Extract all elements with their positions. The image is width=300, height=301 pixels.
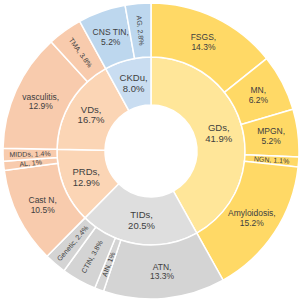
data-label: CNS TIN,5.2%	[93, 27, 129, 46]
data-label-line: VDs,	[81, 104, 102, 115]
data-label: CTIN, 3.8%	[80, 239, 104, 274]
data-label: VDs,16.7%	[78, 104, 105, 125]
data-label: GDs,41.9%	[205, 122, 232, 143]
data-label-line: 15.2%	[240, 218, 265, 228]
data-label-line: 5.2%	[101, 37, 121, 47]
data-label: ATN,13.3%	[150, 262, 175, 281]
data-label: Genetic, 2.4%	[56, 224, 90, 262]
data-label-line: CKDu,	[120, 72, 148, 83]
data-label: TIDs,20.5%	[128, 209, 155, 230]
data-label-line: 16.7%	[78, 114, 105, 125]
data-label: CKDu,8.0%	[120, 72, 148, 93]
data-label-line: 10.5%	[31, 205, 56, 215]
data-label: AL, 1%	[19, 158, 42, 167]
data-label: PRDs,12.9%	[72, 166, 100, 187]
data-label-line: 41.9%	[205, 133, 232, 144]
data-label: vasculitis,12.9%	[22, 92, 59, 111]
sunburst: GDs,41.9% FSGS,14.3% MN,6.2% MPGN,5.2% NGN, …	[3, 3, 299, 299]
outer-slice	[125, 3, 151, 58]
data-label: MPGN,5.2%	[257, 126, 285, 145]
data-label: Cast N,10.5%	[29, 195, 57, 214]
data-label: NGN, 1.1%	[254, 155, 290, 165]
data-label-line: 13.3%	[150, 271, 175, 281]
data-label: MIDDs, 1.4%	[9, 150, 50, 158]
data-label: AIN, 1%	[101, 251, 117, 278]
outer-slice	[241, 109, 299, 157]
data-label-line: 12.9%	[73, 177, 100, 188]
data-label-line: TIDs,	[130, 209, 153, 220]
data-label: FSGS,14.3%	[191, 32, 217, 51]
data-label: MN,6.2%	[249, 85, 269, 104]
data-label: AG, 2.8%	[136, 15, 146, 45]
data-label-line: 8.0%	[123, 83, 145, 94]
outer-slice	[104, 233, 224, 299]
data-label-line: 5.2%	[261, 136, 281, 146]
data-label-line: GDs,	[208, 122, 230, 133]
data-label-line: 12.9%	[29, 101, 54, 111]
data-label: TMA, 3.8%	[68, 37, 94, 69]
chart: GDs,41.9% FSGS,14.3% MN,6.2% MPGN,5.2% NGN, …	[0, 0, 300, 301]
data-label-line: 20.5%	[128, 220, 155, 231]
data-label: Amyloidosis,15.2%	[228, 208, 276, 227]
data-label-line: PRDs,	[72, 166, 99, 177]
slices	[3, 3, 299, 299]
data-label-line: 6.2%	[249, 95, 269, 105]
data-label-line: 14.3%	[191, 42, 216, 52]
labels: GDs,41.9% FSGS,14.3% MN,6.2% MPGN,5.2% NGN, …	[9, 15, 289, 281]
